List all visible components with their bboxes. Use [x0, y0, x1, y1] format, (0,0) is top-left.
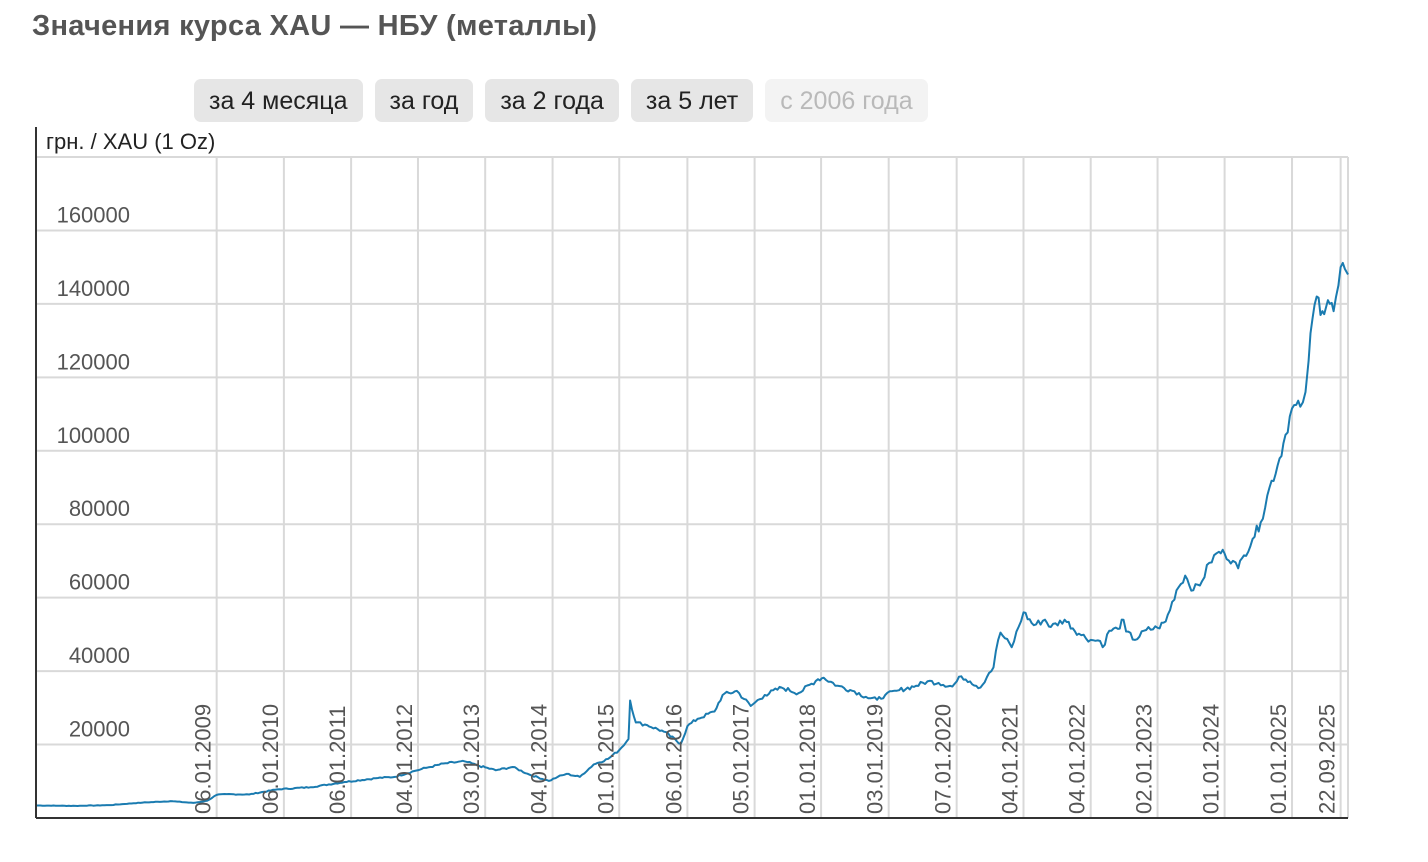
x-tick-label: 04.01.2022	[1065, 704, 1090, 814]
chart-title: Значения курса XAU — НБУ (металлы)	[32, 10, 598, 42]
x-tick-label: 06.01.2010	[258, 704, 283, 814]
x-tick-label: 04.01.2014	[527, 704, 552, 814]
y-tick-label: 140000	[57, 276, 130, 301]
series-line	[36, 261, 1349, 807]
y-tick-label: 100000	[57, 423, 130, 448]
y-axis-label: грн. / XAU (1 Oz)	[46, 129, 215, 154]
x-tick-label: 06.01.2011	[325, 706, 350, 814]
x-tick-label: 07.01.2020	[931, 704, 956, 814]
range-since-2006-button[interactable]: с 2006 года	[765, 79, 928, 122]
y-tick-label: 80000	[69, 496, 130, 521]
x-tick-label: 01.01.2024	[1199, 704, 1224, 814]
x-tick-label: 06.01.2009	[191, 704, 216, 814]
x-tick-label: 05.01.2017	[729, 704, 754, 814]
y-tick-label: 20000	[69, 717, 130, 742]
range-2-years-button[interactable]: за 2 года	[485, 79, 619, 122]
range-4-months-button[interactable]: за 4 месяца	[194, 79, 363, 122]
x-tick-label: 04.01.2021	[997, 704, 1022, 814]
y-tick-label: 60000	[69, 570, 130, 595]
x-tick-label: 02.01.2023	[1132, 704, 1157, 814]
x-tick-label: 03.01.2019	[863, 704, 888, 814]
y-tick-label: 120000	[57, 349, 130, 374]
range-selector: за 4 месяца за год за 2 года за 5 лет с …	[194, 79, 928, 122]
x-tick-label: 01.01.2015	[593, 704, 618, 814]
x-tick-label: 01.01.2018	[795, 704, 820, 814]
x-tick-label: 06.01.2016	[661, 704, 686, 814]
range-5-years-button[interactable]: за 5 лет	[630, 79, 754, 122]
x-tick-label: 01.01.2025	[1266, 704, 1291, 814]
y-tick-label: 160000	[57, 202, 130, 227]
range-1-year-button[interactable]: за год	[374, 79, 474, 122]
x-tick-label: 03.01.2013	[459, 704, 484, 814]
x-tick-label: 22.09.2025	[1315, 704, 1340, 814]
y-tick-label: 40000	[69, 643, 130, 668]
x-tick-label: 04.01.2012	[392, 704, 417, 814]
